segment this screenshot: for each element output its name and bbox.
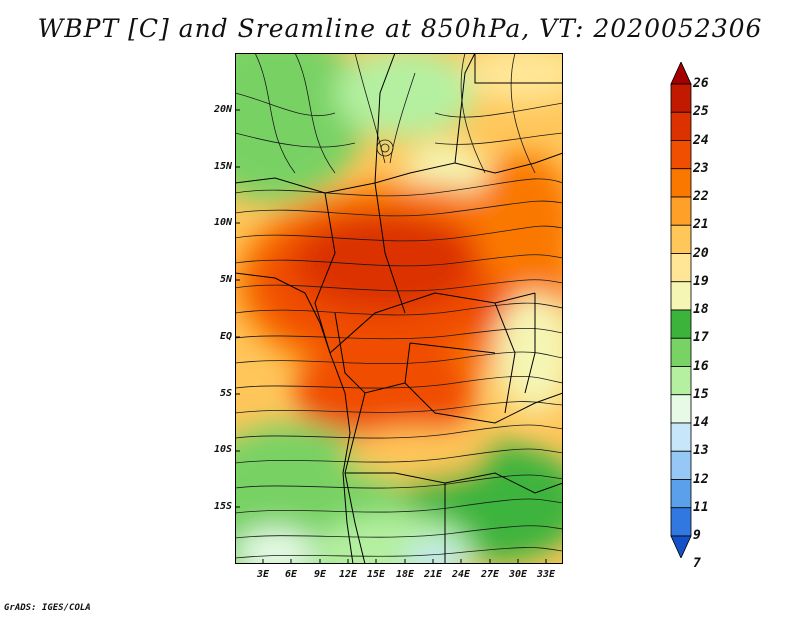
colorbar-label: 17 (693, 330, 709, 346)
y-label-15s: 15S (213, 501, 232, 512)
colorbar-segment (670, 394, 692, 424)
x-ticks (262, 559, 547, 564)
y-label-eq: EQ (219, 331, 232, 342)
colorbar-segment (670, 196, 692, 226)
colorbar-label: 19 (693, 273, 709, 289)
y-label-20n: 20N (213, 104, 232, 115)
x-label-15e: 15E (366, 569, 386, 580)
colorbar-segment (670, 281, 692, 311)
colorbar-label: 15 (693, 386, 709, 402)
coastline (235, 272, 354, 564)
colorbar-segment (670, 450, 692, 480)
y-label-10s: 10S (213, 444, 232, 455)
x-label-12e: 12E (338, 569, 358, 580)
map-panel (235, 53, 563, 564)
y-label-5s: 5S (219, 388, 232, 399)
colorbar-label: 18 (693, 302, 709, 317)
y-label-5n: 5N (219, 274, 232, 285)
y-ticks (235, 109, 240, 508)
colorbar-label: 24 (693, 132, 709, 148)
x-label-6e: 6E (284, 569, 298, 580)
y-label-10n: 10N (213, 217, 232, 228)
colorbar-label: 26 (693, 76, 709, 91)
colorbar-segment (670, 507, 692, 537)
x-label-24e: 24E (451, 569, 471, 580)
colorbar-label: 25 (693, 104, 709, 120)
colorbar-label: 22 (693, 189, 709, 204)
x-label-30e: 30E (508, 569, 528, 580)
colorbar-label: 21 (693, 217, 709, 233)
colorbar-segment (670, 337, 692, 367)
colorbar-label: 14 (693, 415, 709, 430)
x-label-33e: 33E (536, 569, 556, 580)
colorbar-label: 11 (693, 499, 709, 515)
colorbar-segment (670, 168, 692, 198)
colorbar-top-arrow (670, 62, 692, 85)
colorbar-label: 7 (693, 556, 701, 572)
colorbar-label: 9 (693, 528, 701, 543)
colorbar-label: 13 (693, 443, 709, 459)
colorbar-label: 20 (693, 245, 709, 261)
colorbar-label: 12 (693, 471, 709, 487)
colorbar-segment (670, 309, 692, 339)
colorbar-label: 23 (693, 160, 709, 176)
colorbar-segment (670, 83, 692, 113)
colorbar (670, 62, 692, 558)
map-frame (235, 53, 563, 564)
page-title: WBPT [C] and Sreamline at 850hPa, VT: 20… (37, 14, 763, 43)
colorbar-segment (670, 224, 692, 254)
x-label-9e: 9E (313, 569, 327, 580)
x-label-27e: 27E (480, 569, 500, 580)
colorbar-segment (670, 253, 692, 283)
country-borders (235, 53, 563, 564)
streamlines (235, 53, 563, 559)
colorbar-segment (670, 111, 692, 141)
colorbar-segment (670, 366, 692, 396)
x-label-3e: 3E (256, 569, 270, 580)
y-label-15n: 15N (213, 161, 232, 172)
wbpt-streamline-map (235, 53, 563, 564)
colorbar-segment (670, 479, 692, 509)
x-label-21e: 21E (423, 569, 443, 580)
colorbar-label: 16 (693, 358, 709, 374)
colorbar-bottom-arrow (670, 535, 692, 558)
credit-text: GrADS: IGES/COLA (4, 603, 91, 613)
colorbar-segment (670, 140, 692, 170)
x-label-18e: 18E (395, 569, 415, 580)
colorbar-segment (670, 422, 692, 452)
